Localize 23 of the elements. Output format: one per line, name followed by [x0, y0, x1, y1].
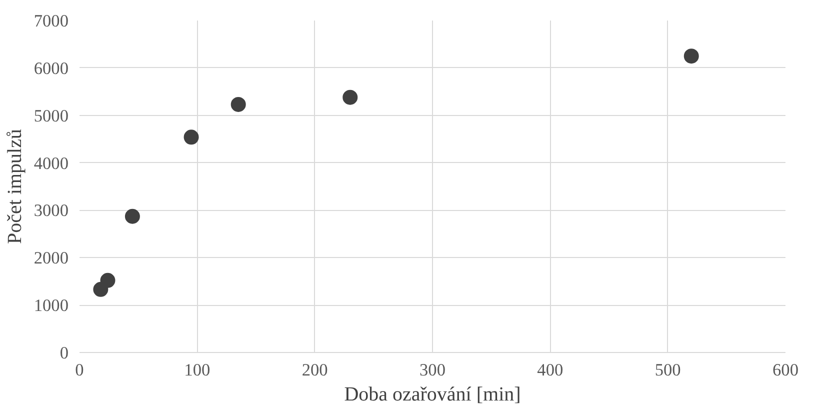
y-tick-label: 2000	[34, 248, 68, 268]
y-tick-label: 1000	[34, 296, 68, 316]
y-tick-label: 6000	[34, 58, 68, 78]
y-axis-title: Počet impulzů	[4, 129, 26, 244]
x-tick-label: 500	[654, 360, 681, 380]
x-tick-label: 0	[75, 360, 84, 380]
y-tick-label: 7000	[34, 12, 68, 30]
x-tick-label: 100	[184, 360, 210, 380]
x-tick-label: 300	[420, 360, 446, 380]
x-tick-label: 600	[772, 360, 799, 380]
point	[230, 96, 246, 112]
y-tick-label: 0	[60, 344, 69, 362]
x-axis-title: Doba ozařování [min]	[344, 384, 521, 406]
x-tick-label: 200	[302, 360, 328, 380]
point	[124, 208, 140, 224]
point	[100, 272, 116, 288]
y-tick-label: 4000	[34, 154, 68, 173]
point	[184, 130, 199, 145]
x-tick-label: 400	[537, 360, 564, 380]
y-tick-label: 5000	[34, 106, 68, 126]
point	[342, 90, 358, 105]
point	[684, 48, 699, 64]
y-tick-label: 3000	[34, 201, 68, 220]
